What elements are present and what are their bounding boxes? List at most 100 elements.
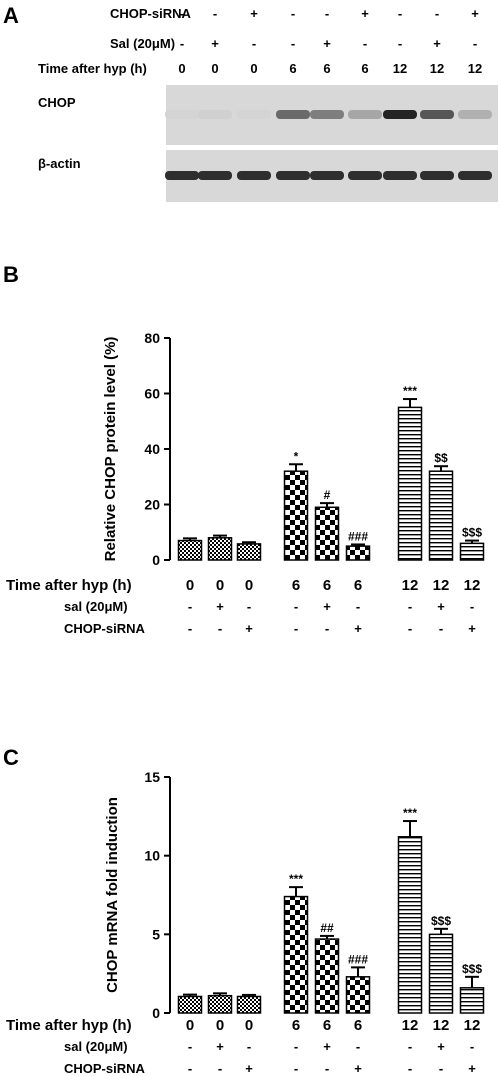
blot-cell: + bbox=[250, 6, 258, 21]
condition-row-label: sal (20μM) bbox=[64, 1039, 128, 1054]
condition-cell: 12 bbox=[432, 1017, 450, 1034]
condition-cell: + bbox=[245, 621, 253, 636]
condition-cell: 6 bbox=[291, 1017, 301, 1034]
condition-cell: - bbox=[438, 621, 444, 636]
y-tick-label: 0 bbox=[152, 552, 160, 568]
blot-cell: - bbox=[290, 6, 296, 21]
blot-band bbox=[458, 110, 492, 119]
condition-cell: - bbox=[324, 621, 330, 636]
bar bbox=[428, 470, 454, 561]
condition-cell: 12 bbox=[401, 577, 419, 594]
condition-cell: - bbox=[246, 1039, 252, 1054]
bar bbox=[207, 994, 233, 1014]
chop-protein-bar-chart: 0 20 40 60 80 Relative CHOP protein level (%)… bbox=[102, 330, 485, 568]
blot-band bbox=[348, 110, 382, 119]
significance-label: ### bbox=[348, 529, 368, 543]
condition-cell: - bbox=[355, 599, 361, 614]
condition-cell: - bbox=[407, 599, 413, 614]
y-tick-label: 40 bbox=[144, 441, 160, 457]
condition-cell: - bbox=[407, 1061, 413, 1076]
blot-band-label: CHOP bbox=[38, 95, 76, 110]
blot-cell: + bbox=[211, 36, 219, 51]
blot-cell: + bbox=[433, 36, 441, 51]
condition-cell: 0 bbox=[185, 577, 195, 594]
y-tick-label: 10 bbox=[144, 848, 160, 864]
y-axis-label: Relative CHOP protein level (%) bbox=[102, 337, 119, 562]
blot-band bbox=[276, 171, 310, 180]
significance-label: $$$ bbox=[462, 526, 482, 540]
condition-cell: + bbox=[245, 1061, 253, 1076]
condition-cell: + bbox=[354, 621, 362, 636]
blot-row-label: CHOP-siRNA bbox=[110, 6, 191, 21]
blot-band bbox=[348, 171, 382, 180]
condition-cell: - bbox=[293, 599, 299, 614]
blot-cell: 12 bbox=[392, 61, 408, 76]
condition-cell: 6 bbox=[322, 577, 332, 594]
y-tick-label: 0 bbox=[152, 1005, 160, 1021]
panel-label-a: A bbox=[3, 3, 19, 28]
condition-cell: 12 bbox=[432, 577, 450, 594]
blot-cell: 0 bbox=[211, 61, 219, 76]
condition-cell: 12 bbox=[463, 1017, 481, 1034]
blot-cell: - bbox=[179, 6, 185, 21]
blot-cell: + bbox=[361, 6, 369, 21]
condition-cell: + bbox=[468, 621, 476, 636]
bar bbox=[236, 995, 262, 1014]
significance-label: *** bbox=[403, 806, 417, 820]
bar bbox=[345, 976, 371, 1014]
blot-strip bbox=[165, 150, 498, 202]
y-tick-label: 15 bbox=[144, 769, 160, 785]
condition-cell: - bbox=[246, 599, 252, 614]
blot-cell: - bbox=[324, 6, 330, 21]
blot-band bbox=[383, 171, 417, 180]
condition-cell: - bbox=[187, 599, 193, 614]
blot-band bbox=[310, 171, 344, 180]
condition-cell: - bbox=[187, 621, 193, 636]
significance-label: *** bbox=[289, 872, 303, 886]
blot-band bbox=[276, 110, 310, 119]
y-tick-label: 5 bbox=[152, 926, 160, 942]
condition-cell: + bbox=[323, 1039, 331, 1054]
condition-cell: 0 bbox=[244, 577, 254, 594]
condition-cell: - bbox=[293, 1039, 299, 1054]
condition-row-label: CHOP-siRNA bbox=[64, 621, 145, 636]
condition-cell: - bbox=[217, 621, 223, 636]
condition-cell: - bbox=[187, 1061, 193, 1076]
blot-cell: - bbox=[251, 36, 257, 51]
blot-band bbox=[420, 110, 454, 119]
blot-cell: - bbox=[179, 36, 185, 51]
significance-label: # bbox=[324, 488, 331, 502]
blot-band bbox=[165, 110, 199, 119]
blot-cell: 0 bbox=[250, 61, 258, 76]
blot-cell: 6 bbox=[361, 61, 369, 76]
bar bbox=[428, 933, 454, 1014]
blot-cell: - bbox=[212, 6, 218, 21]
blot-band bbox=[198, 110, 232, 119]
condition-cell: + bbox=[437, 599, 445, 614]
blot-band bbox=[237, 171, 271, 180]
blot-cell: - bbox=[397, 36, 403, 51]
condition-row-label: CHOP-siRNA bbox=[64, 1061, 145, 1076]
condition-cell: + bbox=[216, 1039, 224, 1054]
blot-cell: 0 bbox=[178, 61, 186, 76]
significance-label: $$ bbox=[434, 451, 448, 465]
bar bbox=[314, 506, 340, 561]
condition-cell: 6 bbox=[353, 1017, 363, 1034]
blot-band bbox=[198, 171, 232, 180]
blot-band bbox=[310, 110, 344, 119]
condition-cell: - bbox=[293, 621, 299, 636]
blot-cell: - bbox=[434, 6, 440, 21]
bar bbox=[345, 545, 371, 561]
bar bbox=[236, 543, 262, 561]
blot-band bbox=[458, 171, 492, 180]
blot-band bbox=[420, 171, 454, 180]
condition-cell: - bbox=[469, 1039, 475, 1054]
panel-label-c: C bbox=[3, 745, 19, 770]
blot-cell: - bbox=[362, 36, 368, 51]
condition-cell: 12 bbox=[401, 1017, 419, 1034]
condition-cell: + bbox=[323, 599, 331, 614]
bar bbox=[397, 836, 423, 1014]
condition-cell: 12 bbox=[463, 577, 481, 594]
condition-cell: - bbox=[187, 1039, 193, 1054]
condition-cell: 6 bbox=[322, 1017, 332, 1034]
